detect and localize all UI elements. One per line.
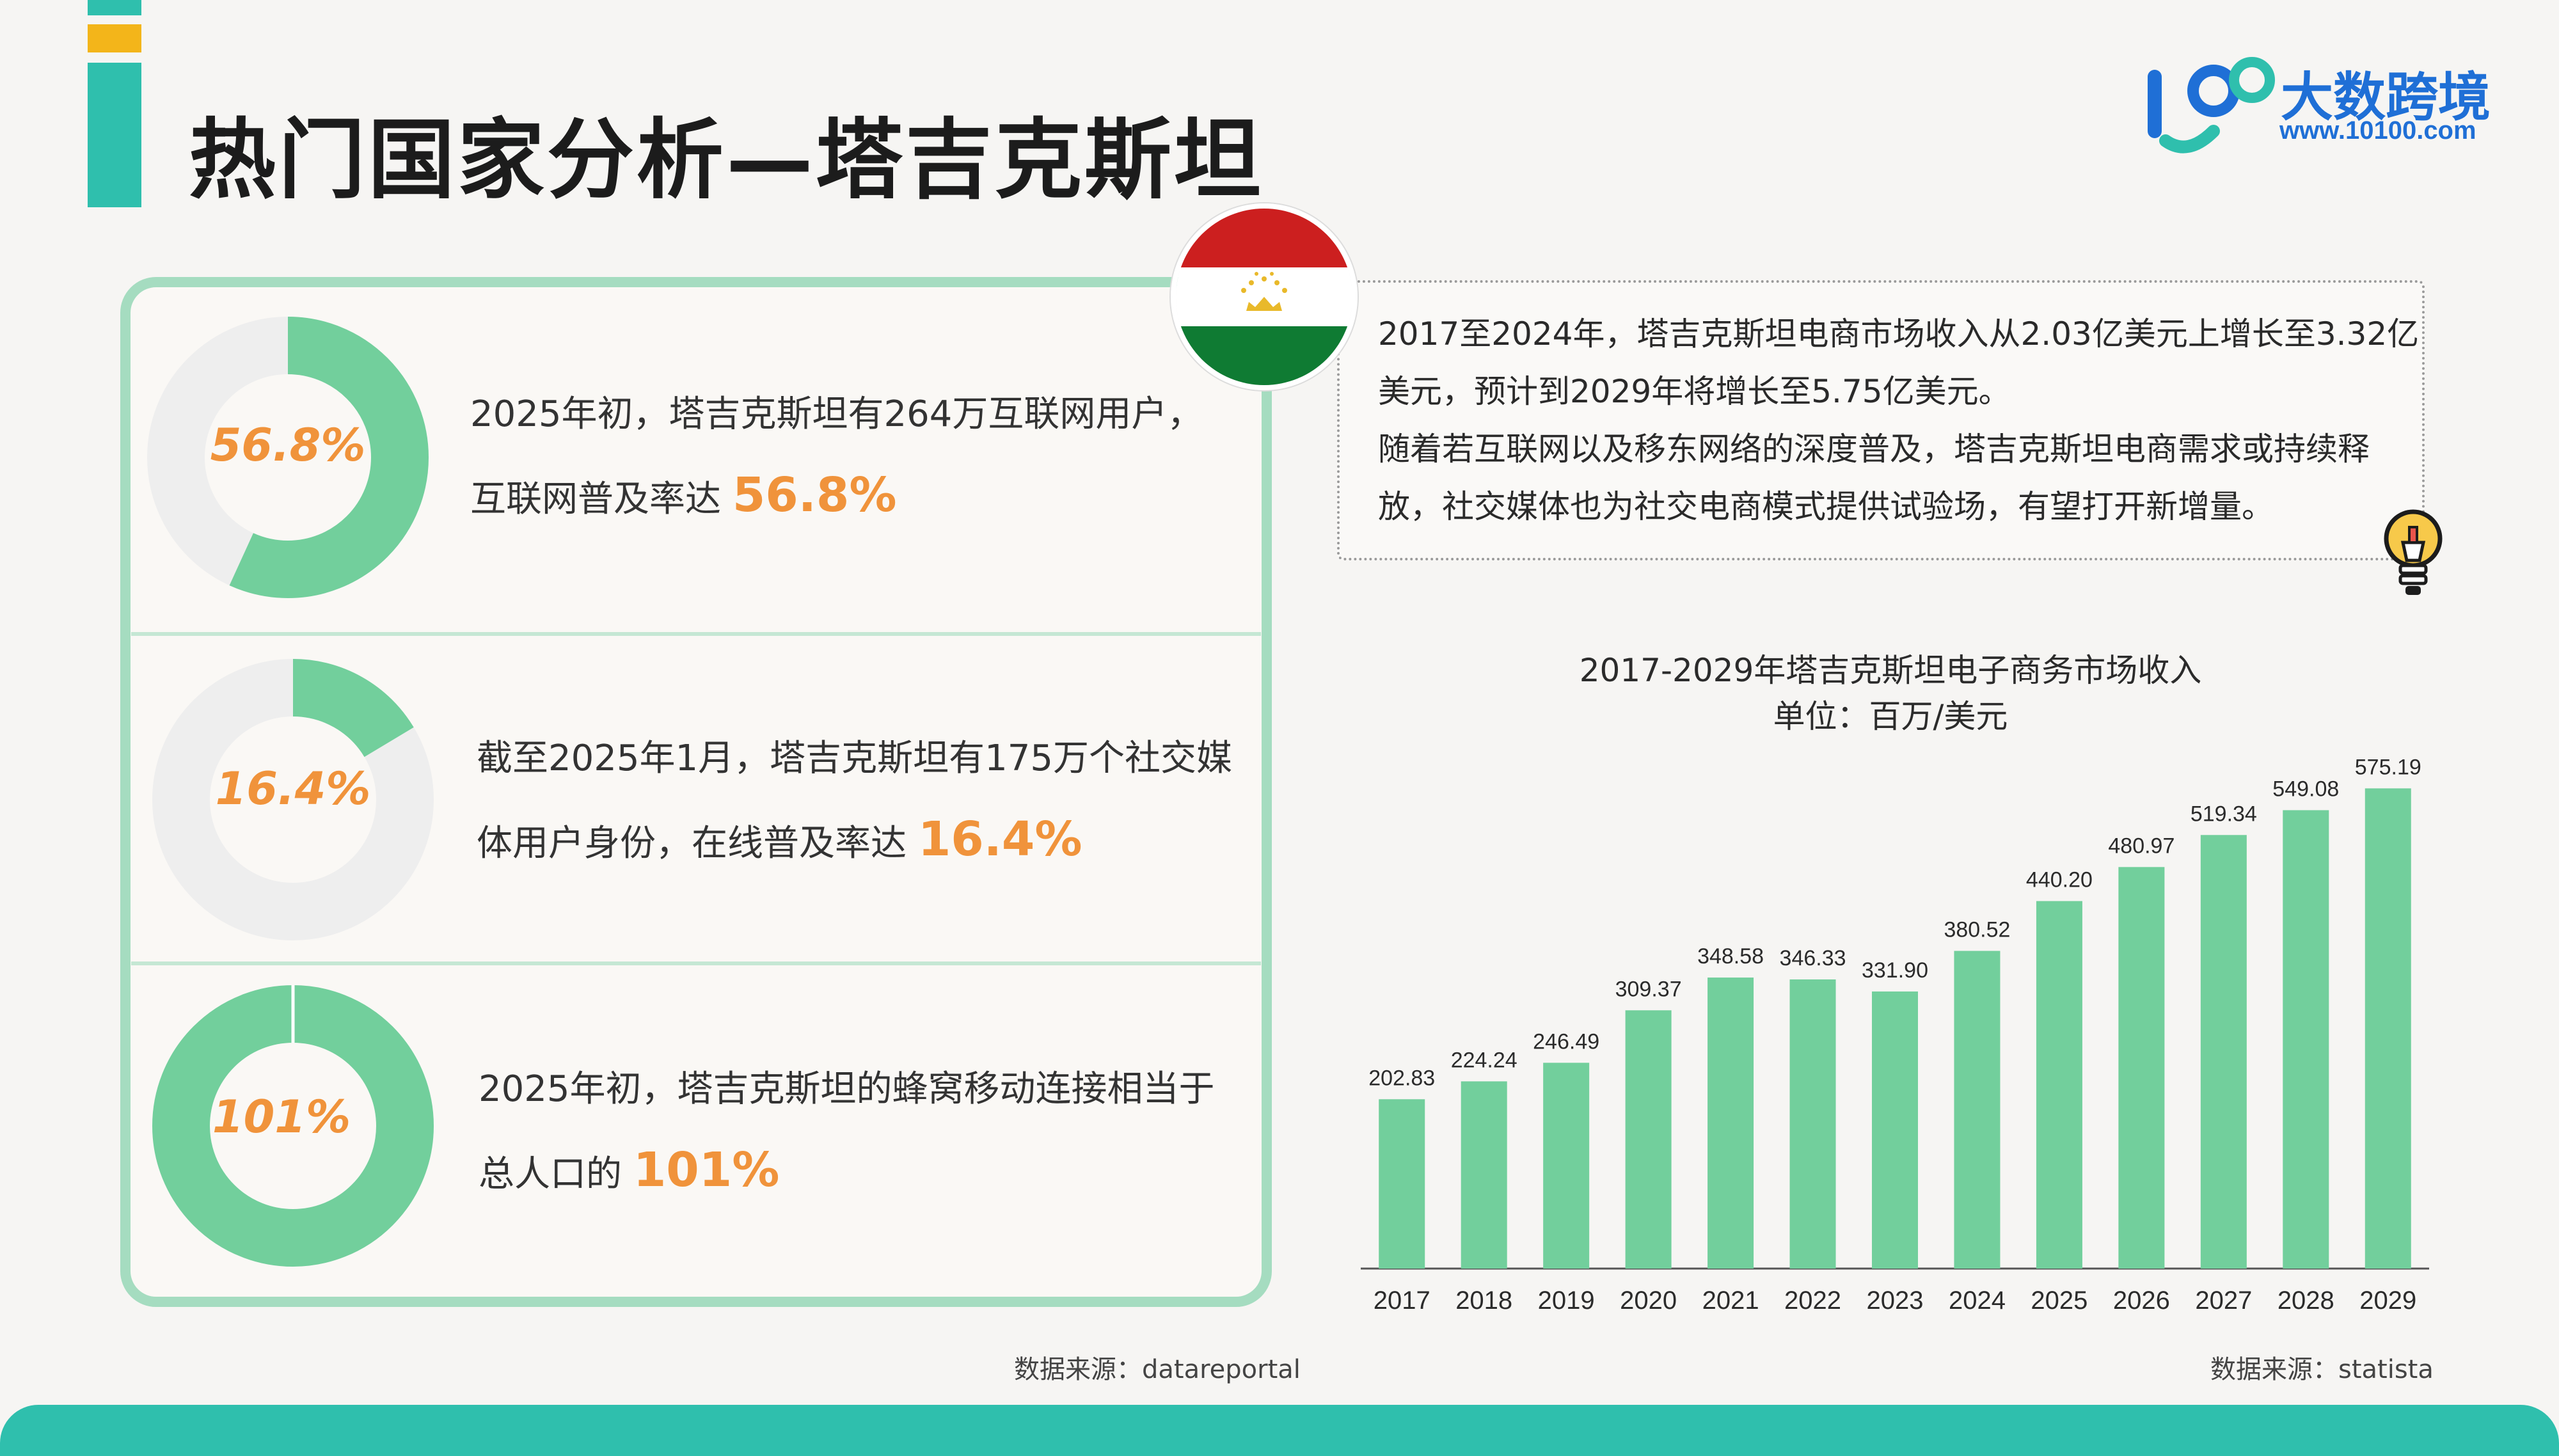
stats-divider-1 xyxy=(131,632,1261,636)
donut-chart-mobile xyxy=(152,985,434,1267)
donut-arc-internet xyxy=(147,317,429,598)
stat-text-mobile-line2: 总人口的 101% xyxy=(479,1130,1215,1215)
bar-value-label: 549.08 xyxy=(2272,777,2339,801)
stats-panel xyxy=(120,277,1272,1307)
accent-stripe-teal xyxy=(88,63,141,207)
bar-2024 xyxy=(1954,951,2000,1269)
donut-arc-social xyxy=(152,659,434,940)
revenue-bar-chart: 202.83 2017 224.24 2018 246.49 2019 309.37 2020… xyxy=(1361,755,2429,1315)
page-title: 热门国家分析—塔吉克斯坦 xyxy=(189,110,1264,211)
x-tick-label: 2023 xyxy=(1867,1286,1924,1315)
bar-value-label: 519.34 xyxy=(2191,802,2257,826)
bar-value-label: 202.83 xyxy=(1368,1066,1435,1090)
bar-value-label: 480.97 xyxy=(2108,834,2175,858)
bar-2020 xyxy=(1625,1010,1672,1269)
bar-2019 xyxy=(1543,1063,1590,1269)
x-tick-label: 2026 xyxy=(2113,1286,2170,1315)
x-tick-label: 2021 xyxy=(1702,1286,1759,1315)
x-tick-label: 2028 xyxy=(2278,1286,2334,1315)
stat-text-social-line2: 体用户身份，在线普及率达 16.4% xyxy=(477,799,1232,884)
x-tick-label: 2024 xyxy=(1949,1286,2006,1315)
donut-chart-internet xyxy=(147,317,429,598)
stats-divider-2 xyxy=(131,961,1261,965)
donut-label-internet: 56.8% xyxy=(210,419,366,471)
bar-value-label: 348.58 xyxy=(1697,944,1764,969)
stat-text-mobile-line1: 2025年初，塔吉克斯坦的蜂窝移动连接相当于 xyxy=(479,1068,1215,1110)
bar-2017 xyxy=(1379,1099,1425,1269)
stat-text-internet-prefix: 互联网普及率达 xyxy=(470,479,733,520)
donut-chart-social xyxy=(152,659,434,940)
bar-value-label: 575.19 xyxy=(2355,755,2421,779)
note-line-1: 2017至2024年，塔吉克斯坦电商市场收入从2.03亿美元上增长至3.32亿 xyxy=(1378,315,2420,352)
x-tick-label: 2018 xyxy=(1455,1286,1512,1315)
x-tick-label: 2017 xyxy=(1374,1286,1430,1315)
x-tick-label: 2027 xyxy=(2195,1286,2252,1315)
bar-2025 xyxy=(2036,901,2082,1269)
stat-text-mobile-prefix: 总人口的 xyxy=(479,1153,633,1195)
right-data-source: 数据来源：statista xyxy=(2210,1355,2434,1384)
brand-url: www.10100.com xyxy=(2279,116,2476,145)
stat-highlight-social: 16.4% xyxy=(917,812,1082,867)
bar-value-label: 331.90 xyxy=(1862,958,1928,983)
stat-highlight-internet: 56.8% xyxy=(732,468,897,523)
stat-text-social-prefix: 体用户身份，在线普及率达 xyxy=(477,823,918,864)
x-tick-label: 2025 xyxy=(2031,1286,2088,1315)
bar-value-label: 440.20 xyxy=(2026,868,2093,892)
stat-text-social-line1: 截至2025年1月，塔吉克斯坦有175万个社交媒 xyxy=(477,738,1233,779)
stat-highlight-mobile: 101% xyxy=(633,1143,780,1198)
bar-2022 xyxy=(1789,979,1836,1269)
bar-2018 xyxy=(1461,1081,1507,1269)
x-tick-label: 2029 xyxy=(2359,1286,2416,1315)
stat-text-mobile: 2025年初，塔吉克斯坦的蜂窝移动连接相当于 总人口的 101% xyxy=(479,1049,1215,1215)
bar-value-label: 246.49 xyxy=(1533,1029,1599,1054)
lightbulb-icon xyxy=(2384,509,2443,595)
accent-stripe-teal-top xyxy=(88,0,141,15)
bar-2021 xyxy=(1707,977,1754,1269)
stat-text-internet: 2025年初，塔吉克斯坦有264万互联网用户， 互联网普及率达 56.8% xyxy=(470,374,1203,540)
bar-2023 xyxy=(1872,991,1918,1269)
bar-value-label: 309.37 xyxy=(1615,977,1682,1001)
brand-logo-mark-icon xyxy=(2148,57,2275,154)
note-line-4: 放，社交媒体也为社交电商模式提供试验场，有望打开新增量。 xyxy=(1378,488,2274,525)
brand-logo: 大数跨境 www.10100.com xyxy=(2137,51,2495,160)
bar-value-label: 346.33 xyxy=(1780,946,1846,970)
bar-2029 xyxy=(2365,788,2411,1269)
x-tick-label: 2022 xyxy=(1784,1286,1841,1315)
donut-label-mobile: 101% xyxy=(212,1091,351,1143)
stat-text-internet-line1: 2025年初，塔吉克斯坦有264万互联网用户， xyxy=(470,393,1203,435)
donut-label-social: 16.4% xyxy=(215,763,371,815)
stat-text-internet-line2: 互联网普及率达 56.8% xyxy=(470,455,1203,540)
summary-note-box: 2017至2024年，塔吉克斯坦电商市场收入从2.03亿美元上增长至3.32亿 … xyxy=(1337,280,2425,560)
chart-subtitle: 单位：百万/美元 xyxy=(1773,698,2008,735)
note-line-3: 随着若互联网以及移东网络的深度普及，塔吉克斯坦电商需求或持续释 xyxy=(1378,431,2370,468)
accent-stripe-yellow xyxy=(88,24,141,52)
bar-2026 xyxy=(2118,867,2165,1269)
brand-name: 大数跨境 xyxy=(2281,67,2491,128)
bar-2028 xyxy=(2283,810,2329,1269)
bar-2027 xyxy=(2200,835,2247,1269)
bar-value-label: 224.24 xyxy=(1451,1048,1517,1072)
chart-title: 2017-2029年塔吉克斯坦电子商务市场收入 xyxy=(1579,652,2202,689)
x-tick-label: 2019 xyxy=(1538,1286,1595,1315)
tajikistan-flag-icon xyxy=(1171,203,1358,390)
bottom-band xyxy=(0,1405,2559,1456)
stat-text-social: 截至2025年1月，塔吉克斯坦有175万个社交媒 体用户身份，在线普及率达 16… xyxy=(477,718,1232,884)
x-tick-label: 2020 xyxy=(1620,1286,1677,1315)
note-line-2: 美元，预计到2029年将增长至5.75亿美元。 xyxy=(1378,373,2011,410)
left-data-source: 数据来源：datareportal xyxy=(1014,1355,1301,1384)
bar-value-label: 380.52 xyxy=(1944,917,2010,942)
